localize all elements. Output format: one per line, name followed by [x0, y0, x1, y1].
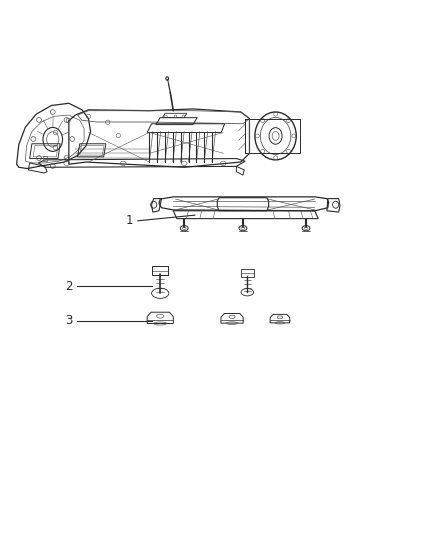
Text: 3: 3: [65, 314, 73, 327]
Text: 2: 2: [65, 280, 73, 293]
Text: 1: 1: [126, 214, 134, 227]
